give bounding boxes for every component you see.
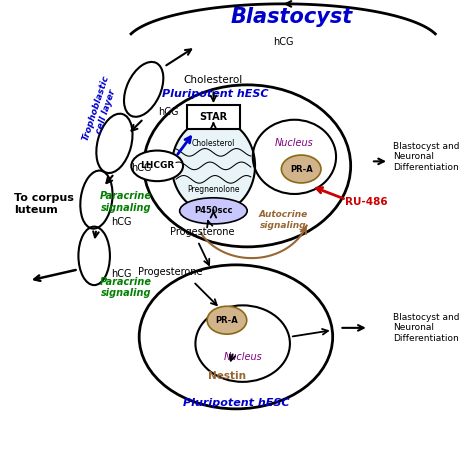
Text: Paracrine
signaling: Paracrine signaling [100,277,152,298]
Text: Pregnenolone: Pregnenolone [187,185,240,194]
Text: LHCGR: LHCGR [140,161,174,170]
Text: Blastocyst and
Neuronal
Differentiation: Blastocyst and Neuronal Differentiation [393,313,460,343]
Text: hCG: hCG [273,37,293,47]
Ellipse shape [282,155,321,183]
Text: Paracrine
signaling: Paracrine signaling [100,191,152,212]
Ellipse shape [180,198,247,224]
Text: Progesterone: Progesterone [170,227,235,237]
Text: Blastocyst and
Neuronal
Differentiation: Blastocyst and Neuronal Differentiation [393,142,460,172]
Text: STAR: STAR [200,112,228,122]
Text: PR-A: PR-A [290,164,312,173]
Text: RU-486: RU-486 [345,197,388,207]
FancyBboxPatch shape [187,105,239,129]
Text: hCG: hCG [111,269,131,279]
Text: To corpus
luteum: To corpus luteum [14,193,74,215]
Text: Nucleus: Nucleus [223,352,262,362]
Text: Pluripotent hESC: Pluripotent hESC [163,89,269,99]
Text: Trophoblastic
cell layer: Trophoblastic cell layer [81,74,121,145]
Ellipse shape [207,306,247,334]
Ellipse shape [131,150,183,181]
Text: Nestin: Nestin [208,371,246,381]
Text: hCG: hCG [111,217,131,227]
Text: Nucleus: Nucleus [275,138,314,149]
Text: P450scc: P450scc [194,207,233,215]
Text: Cholesterol: Cholesterol [184,75,243,85]
Text: hCG: hCG [131,163,152,173]
Ellipse shape [172,119,255,213]
Text: Blastocyst: Blastocyst [231,7,353,27]
Text: Progesterone: Progesterone [138,267,203,277]
Text: Pluripotent hESC: Pluripotent hESC [182,398,289,408]
Text: hCG: hCG [158,107,179,117]
Text: Cholesterol: Cholesterol [192,139,235,148]
Text: PR-A: PR-A [216,316,238,325]
Text: Autocrine
signaling: Autocrine signaling [258,210,308,230]
